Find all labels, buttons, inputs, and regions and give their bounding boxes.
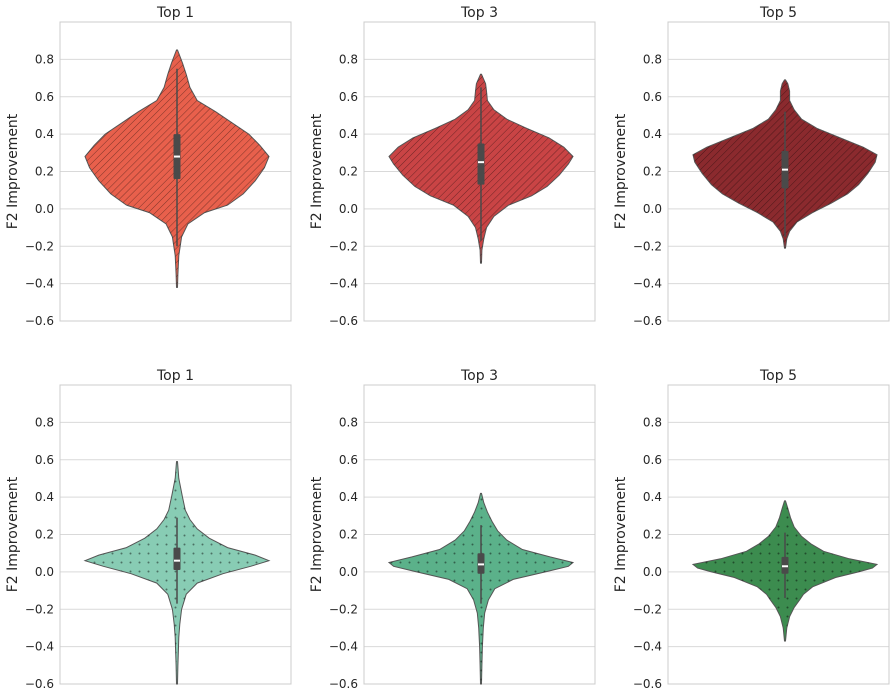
violin-panel: −0.6 −0.4 −0.2 0.0 0.2 0.4 0.6 0.8 Top 3 F2 Impro… — [309, 5, 596, 328]
y-tick-label: −0.2 — [25, 239, 54, 253]
plot-frame — [667, 384, 890, 685]
y-tick-label: 0.6 — [643, 453, 662, 467]
interquartile-box — [477, 143, 485, 185]
y-tick-label: 0.0 — [339, 202, 358, 216]
y-tick-label: 0.2 — [339, 165, 358, 179]
panel-title: Top 3 — [460, 5, 498, 21]
y-tick-label: 0.8 — [339, 52, 358, 66]
y-tick-label: −0.6 — [329, 314, 358, 328]
y-tick-label: 0.6 — [339, 453, 358, 467]
interquartile-box — [173, 547, 181, 571]
violin-panel: −0.6 −0.4 −0.2 0.0 0.2 0.4 0.6 0.8 Top 1 F2 Impro… — [5, 5, 292, 328]
y-axis-label: F2 Improvement — [5, 113, 21, 229]
y-axis-label: F2 Improvement — [5, 476, 21, 592]
y-axis-label: F2 Improvement — [613, 476, 629, 592]
panel-title: Top 5 — [759, 5, 797, 21]
y-tick-label: 0.8 — [339, 415, 358, 429]
y-tick-label: 0.4 — [643, 127, 662, 141]
y-tick-label: 0.6 — [35, 90, 54, 104]
y-tick-label: 0.0 — [339, 565, 358, 579]
y-tick-label: −0.4 — [633, 277, 662, 291]
y-tick-label: −0.6 — [329, 677, 358, 691]
y-tick-label: −0.4 — [25, 640, 54, 654]
plot-frame — [59, 384, 292, 685]
y-tick-label: 0.2 — [339, 528, 358, 542]
y-tick-label: 0.0 — [643, 565, 662, 579]
panel-title: Top 1 — [156, 5, 194, 21]
y-tick-label: 0.8 — [643, 52, 662, 66]
y-tick-label: 0.4 — [339, 127, 358, 141]
y-tick-label: −0.6 — [633, 677, 662, 691]
y-axis-label: F2 Improvement — [613, 113, 629, 229]
y-tick-label: −0.4 — [25, 277, 54, 291]
y-tick-label: 0.6 — [339, 90, 358, 104]
y-tick-label: −0.4 — [633, 640, 662, 654]
y-tick-label: 0.0 — [35, 565, 54, 579]
panel-title: Top 3 — [460, 368, 498, 384]
plot-frame — [667, 21, 890, 322]
violin-panel: −0.6 −0.4 −0.2 0.0 0.2 0.4 0.6 0.8 Top 1 F2 Impro… — [5, 368, 292, 691]
y-tick-label: −0.6 — [25, 677, 54, 691]
y-axis-label: F2 Improvement — [309, 476, 325, 592]
plot-frame — [363, 384, 596, 685]
y-tick-label: 0.0 — [643, 202, 662, 216]
y-tick-label: 0.2 — [643, 165, 662, 179]
y-tick-label: −0.2 — [329, 239, 358, 253]
violin-panel: −0.6 −0.4 −0.2 0.0 0.2 0.4 0.6 0.8 Top 5 F2 Impro… — [613, 5, 890, 328]
y-tick-label: 0.4 — [339, 490, 358, 504]
y-tick-label: 0.8 — [643, 415, 662, 429]
y-tick-label: 0.6 — [35, 453, 54, 467]
y-tick-label: 0.4 — [35, 127, 54, 141]
panel-title: Top 1 — [156, 368, 194, 384]
y-tick-label: −0.4 — [329, 277, 358, 291]
y-tick-label: −0.2 — [633, 239, 662, 253]
plot-frame — [59, 21, 292, 322]
y-tick-label: −0.2 — [329, 602, 358, 616]
y-tick-label: 0.4 — [35, 490, 54, 504]
y-tick-label: 0.8 — [35, 415, 54, 429]
y-tick-label: 0.2 — [643, 528, 662, 542]
y-tick-label: 0.8 — [35, 52, 54, 66]
violin-panel: −0.6 −0.4 −0.2 0.0 0.2 0.4 0.6 0.8 Top 3 F2 Impro… — [309, 368, 596, 691]
y-tick-label: 0.0 — [35, 202, 54, 216]
y-tick-label: 0.2 — [35, 165, 54, 179]
y-tick-label: −0.6 — [25, 314, 54, 328]
y-tick-label: 0.2 — [35, 528, 54, 542]
panel-title: Top 5 — [759, 368, 797, 384]
y-tick-label: −0.2 — [633, 602, 662, 616]
violin-panel: −0.6 −0.4 −0.2 0.0 0.2 0.4 0.6 0.8 Top 5 F2 Impro… — [613, 368, 890, 691]
plot-frame — [363, 21, 596, 322]
y-tick-label: −0.4 — [329, 640, 358, 654]
y-tick-label: 0.4 — [643, 490, 662, 504]
y-axis-label: F2 Improvement — [309, 113, 325, 229]
y-tick-label: −0.6 — [633, 314, 662, 328]
y-tick-label: 0.6 — [643, 90, 662, 104]
y-tick-label: −0.2 — [25, 602, 54, 616]
